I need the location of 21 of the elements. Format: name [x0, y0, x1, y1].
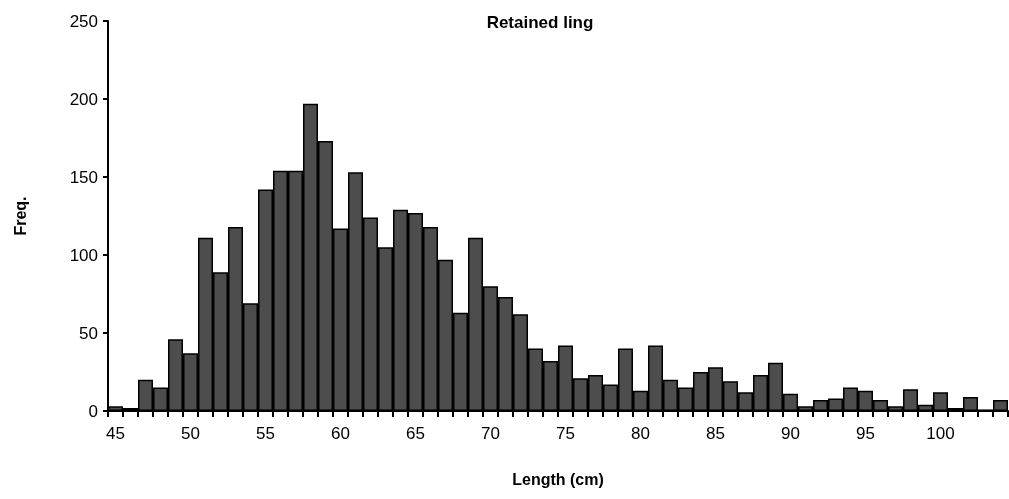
x-tick-label: 55: [256, 424, 275, 443]
x-tick-label: 90: [781, 424, 800, 443]
x-tick-label: 100: [926, 424, 955, 443]
x-tick-label: 70: [481, 424, 500, 443]
chart-title: Retained ling: [486, 13, 594, 32]
y-tick-label: 100: [69, 245, 98, 265]
y-axis-title: Freq.: [11, 196, 29, 236]
x-tick-label: 75: [556, 424, 575, 443]
x-tick-label: 80: [631, 424, 650, 443]
x-tick-label: 95: [856, 424, 875, 443]
y-tick-label: 0: [88, 401, 98, 421]
y-tick-label: 200: [69, 89, 98, 109]
x-tick-label: 60: [331, 424, 350, 443]
x-axis-title: Length (cm): [512, 470, 604, 488]
x-tick-label: 85: [706, 424, 725, 443]
y-tick-label: 50: [79, 323, 98, 343]
y-tick-label: 250: [69, 11, 98, 31]
x-tick-label: 65: [406, 424, 425, 443]
y-tick-label: 150: [69, 167, 98, 187]
x-tick-label: 50: [181, 424, 200, 443]
x-tick-label: 45: [106, 424, 125, 443]
